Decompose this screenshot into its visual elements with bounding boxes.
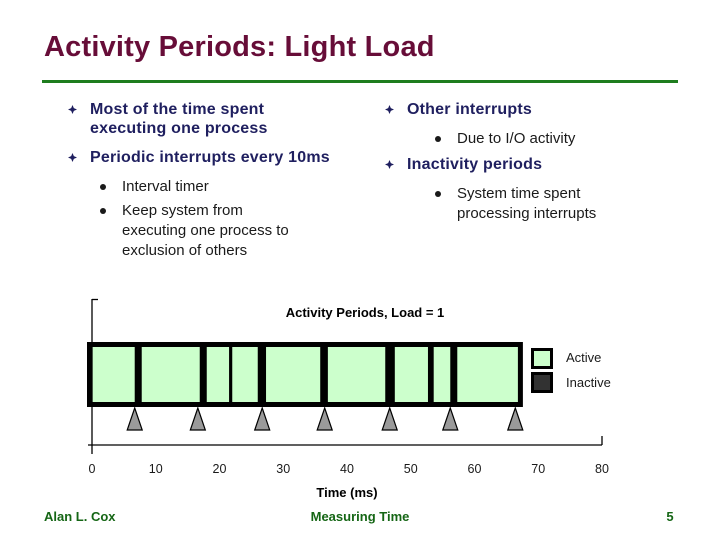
inactive-segment xyxy=(427,344,434,405)
x-tick-label: 60 xyxy=(468,462,482,476)
x-tick-label: 20 xyxy=(213,462,227,476)
bullet-list-left: Most of the time spent executing one pro… xyxy=(68,100,368,267)
x-axis-title: Time (ms) xyxy=(316,485,377,500)
dot-bullet-icon xyxy=(435,136,441,142)
activity-bar xyxy=(87,342,523,407)
legend-label-inactive: Inactive xyxy=(566,375,611,390)
bullet-item: Other interrupts xyxy=(385,100,695,119)
interrupt-marker xyxy=(126,406,144,431)
legend-swatch-active xyxy=(531,348,553,369)
sub-bullet-text: Interval timer xyxy=(122,178,209,195)
footer-page-number: 5 xyxy=(666,509,674,524)
inactive-segment xyxy=(450,344,458,405)
title-rule-divider xyxy=(42,80,678,83)
interrupt-marker xyxy=(316,406,334,431)
sub-bullet-list: System time spent processing interrupts xyxy=(385,184,695,224)
diamond-bullet-icon xyxy=(68,105,77,114)
footer-presentation-title: Measuring Time xyxy=(310,509,410,524)
interrupt-marker xyxy=(441,406,459,431)
x-tick-label: 10 xyxy=(149,462,163,476)
x-tick-label: 0 xyxy=(89,462,96,476)
diamond-bullet-icon xyxy=(385,105,394,114)
bullet-item: Most of the time spent executing one pro… xyxy=(68,100,368,138)
sub-bullet-list: Interval timer Keep system from executing… xyxy=(68,177,368,261)
x-tick-label: 30 xyxy=(276,462,290,476)
bullet-text: Other interrupts xyxy=(407,101,532,118)
diamond-bullet-icon xyxy=(68,153,77,162)
x-tick-label: 70 xyxy=(531,462,545,476)
sub-bullet-text: System time spent processing interrupts xyxy=(457,185,597,222)
inactive-segment xyxy=(229,344,233,405)
interrupt-marker xyxy=(253,406,271,431)
sub-bullet-text: Due to I/O activity xyxy=(457,130,576,147)
dot-bullet-icon xyxy=(100,208,106,214)
legend-label-active: Active xyxy=(566,350,602,365)
interrupt-marker xyxy=(381,406,399,431)
x-tick-label: 40 xyxy=(340,462,354,476)
inactive-segment xyxy=(385,344,395,405)
dot-bullet-icon xyxy=(100,184,106,190)
legend-swatch-inactive xyxy=(531,372,553,393)
sub-bullet-item: Interval timer xyxy=(100,177,368,197)
sub-bullet-item: Keep system from executing one process t… xyxy=(100,201,368,261)
inactive-segment xyxy=(134,344,142,405)
footer-author: Alan L. Cox xyxy=(44,509,116,524)
x-tick-label: 80 xyxy=(595,462,609,476)
bullet-list-right: Other interrupts Due to I/O activity Inact… xyxy=(385,100,695,230)
sub-bullet-item: System time spent processing interrupts xyxy=(435,184,695,224)
sub-bullet-list: Due to I/O activity xyxy=(385,129,695,149)
bullet-item: Periodic interrupts every 10ms xyxy=(68,148,368,167)
diamond-bullet-icon xyxy=(385,160,394,169)
x-tick-label: 50 xyxy=(404,462,418,476)
bullet-text: Inactivity periods xyxy=(407,156,543,173)
inactive-segment xyxy=(199,344,207,405)
bullet-item: Inactivity periods xyxy=(385,155,695,174)
interrupt-marker xyxy=(506,406,524,431)
inactive-segment xyxy=(257,344,267,405)
inactive-segment xyxy=(320,344,328,405)
sub-bullet-item: Due to I/O activity xyxy=(435,129,695,149)
sub-bullet-text: Keep system from executing one process t… xyxy=(122,202,289,259)
bullet-text: Periodic interrupts every 10ms xyxy=(90,149,330,166)
chart-title: Activity Periods, Load = 1 xyxy=(285,305,445,320)
page-title: Activity Periods: Light Load xyxy=(44,31,435,63)
bullet-text: Most of the time spent executing one pro… xyxy=(90,101,268,137)
dot-bullet-icon xyxy=(435,191,441,197)
interrupt-marker xyxy=(189,406,207,431)
